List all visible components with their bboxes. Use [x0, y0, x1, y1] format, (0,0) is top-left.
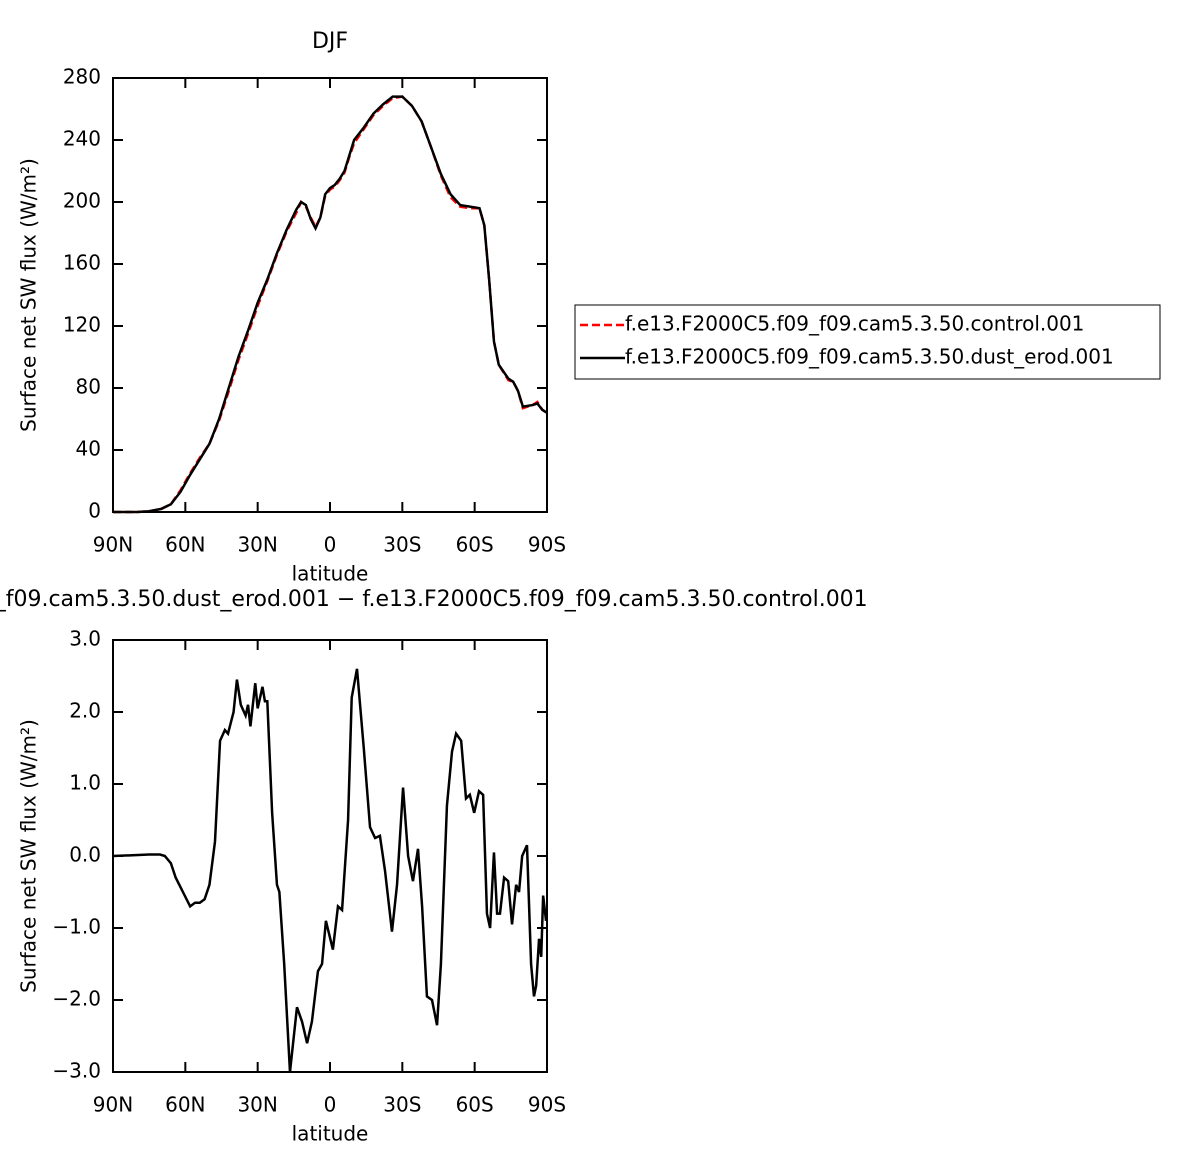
data-line [113, 95, 547, 514]
x-tick-label: 60N [165, 533, 205, 557]
plot-frame [112, 639, 548, 1073]
x-tick-label: 60S [456, 533, 494, 557]
x-tick-label: 60N [165, 1093, 205, 1117]
y-tick-label: −2.0 [52, 987, 101, 1011]
x-tick-label: 0 [324, 533, 337, 557]
x-tick-label: 30S [383, 533, 421, 557]
y-tick-label: 80 [76, 375, 101, 399]
y-axis-label: Surface net SW flux (W/m²) [17, 719, 41, 993]
x-axis-label: latitude [292, 1122, 369, 1146]
legend-box [574, 304, 1161, 380]
x-tick-label: 90N [93, 533, 133, 557]
y-tick-label: 40 [76, 437, 101, 461]
x-tick-label: 90S [528, 533, 566, 557]
y-tick-label: 3.0 [69, 627, 101, 651]
x-tick-label: 30N [237, 1093, 277, 1117]
y-tick-label: 1.0 [69, 771, 101, 795]
x-tick-label: 90S [528, 1093, 566, 1117]
y-axis-label: Surface net SW flux (W/m²) [17, 158, 41, 432]
x-axis-label: latitude [292, 562, 369, 586]
legend-label: f.e13.F2000C5.f09_f09.cam5.3.50.control.… [625, 312, 1084, 336]
y-tick-label: 120 [63, 313, 101, 337]
y-tick-label: 200 [63, 189, 101, 213]
x-tick-label: 30S [383, 1093, 421, 1117]
y-tick-label: 2.0 [69, 699, 101, 723]
chart-title: DJF [312, 29, 348, 54]
x-tick-label: 0 [324, 1093, 337, 1117]
y-tick-label: −3.0 [52, 1059, 101, 1083]
plot-frame [112, 77, 548, 513]
x-tick-label: 60S [456, 1093, 494, 1117]
y-tick-label: 160 [63, 251, 101, 275]
y-tick-label: 240 [63, 127, 101, 151]
y-tick-label: −1.0 [52, 915, 101, 939]
y-tick-label: 280 [63, 65, 101, 89]
data-line [113, 668, 547, 1073]
chart-title: f.e13.F2000C5.f09_f09.cam5.3.50.dust_ero… [0, 587, 868, 612]
y-tick-label: 0.0 [69, 843, 101, 867]
legend-label: f.e13.F2000C5.f09_f09.cam5.3.50.dust_ero… [625, 345, 1114, 369]
x-tick-label: 90N [93, 1093, 133, 1117]
data-line [113, 95, 547, 514]
x-tick-label: 30N [237, 533, 277, 557]
y-tick-label: 0 [88, 499, 101, 523]
